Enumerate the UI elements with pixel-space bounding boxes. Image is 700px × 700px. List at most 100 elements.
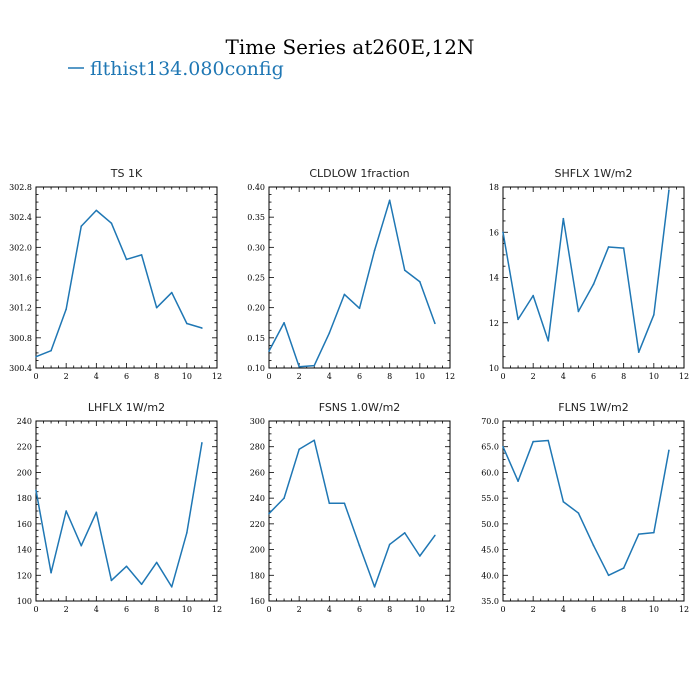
data-point bbox=[65, 308, 67, 310]
x-tick-label: 6 bbox=[357, 372, 362, 381]
data-point bbox=[403, 269, 406, 272]
y-tick-label: 35.0 bbox=[481, 597, 499, 606]
data-point bbox=[592, 544, 595, 547]
data-point bbox=[65, 510, 67, 512]
data-point bbox=[298, 448, 300, 451]
data-point bbox=[50, 349, 52, 352]
panel-frame bbox=[502, 186, 685, 369]
x-tick-label: 10 bbox=[649, 605, 659, 614]
data-point bbox=[547, 340, 550, 342]
data-point bbox=[283, 497, 285, 499]
data-point bbox=[517, 318, 519, 321]
y-tick-label: 280 bbox=[250, 443, 265, 452]
y-tick-label: 10 bbox=[489, 364, 499, 373]
panel-title: CLDLOW 1fraction bbox=[309, 167, 409, 180]
data-point bbox=[343, 293, 346, 296]
x-tick-label: 10 bbox=[415, 605, 425, 614]
y-tick-label: 0.15 bbox=[247, 334, 265, 343]
series-line bbox=[502, 439, 670, 577]
data-point bbox=[358, 544, 361, 547]
data-point bbox=[186, 322, 188, 325]
y-tick-label: 0.10 bbox=[247, 364, 265, 373]
data-point bbox=[434, 534, 436, 537]
y-tick-label: 65.0 bbox=[481, 443, 499, 452]
x-tick-label: 0 bbox=[500, 372, 505, 381]
data-point bbox=[170, 291, 173, 294]
x-tick-label: 2 bbox=[64, 372, 69, 381]
y-tick-label: 45.0 bbox=[481, 546, 499, 555]
data-point bbox=[125, 565, 128, 568]
x-tick-label: 2 bbox=[297, 372, 302, 381]
data-point bbox=[502, 231, 504, 234]
panel-6: FLNS 1W/m2 0 2 4 6 8 10 12 35.0 40.0 45.0 50.0 55.0 6… bbox=[481, 401, 689, 614]
y-tick-label: 100 bbox=[17, 597, 32, 606]
x-tick-label: 12 bbox=[445, 372, 455, 381]
panel-title: FSNS 1.0W/m2 bbox=[319, 401, 401, 414]
figure-title: Time Series at260E,12N bbox=[226, 35, 475, 59]
data-point bbox=[155, 306, 158, 309]
data-point bbox=[313, 439, 316, 442]
x-tick-label: 4 bbox=[561, 605, 566, 614]
y-tick-label: 70.0 bbox=[481, 417, 499, 426]
data-point bbox=[110, 579, 113, 582]
series-line bbox=[502, 190, 670, 353]
y-tick-label: 180 bbox=[250, 571, 265, 580]
data-point bbox=[388, 543, 391, 546]
data-point bbox=[532, 294, 534, 297]
x-tick-label: 0 bbox=[266, 605, 271, 614]
data-point bbox=[653, 531, 655, 534]
x-tick-label: 8 bbox=[387, 605, 392, 614]
y-tick-label: 0.40 bbox=[247, 183, 265, 192]
data-point bbox=[419, 555, 421, 557]
data-point bbox=[343, 502, 346, 505]
panel-2: CLDLOW 1fraction 0 2 4 6 8 10 12 0.10 0.15 0.20 0.2… bbox=[247, 167, 455, 381]
x-tick-label: 6 bbox=[591, 372, 596, 381]
x-tick-label: 12 bbox=[445, 605, 455, 614]
series-line bbox=[268, 199, 436, 368]
y-tick-label: 140 bbox=[17, 546, 32, 555]
data-point bbox=[388, 199, 391, 202]
data-point bbox=[547, 439, 550, 442]
x-tick-label: 0 bbox=[33, 372, 38, 381]
x-tick-label: 6 bbox=[124, 372, 129, 381]
data-point bbox=[95, 209, 98, 212]
y-tick-label: 302.4 bbox=[9, 213, 32, 222]
x-tick-label: 4 bbox=[327, 372, 332, 381]
data-point bbox=[532, 440, 534, 443]
data-point bbox=[434, 322, 436, 325]
x-tick-label: 4 bbox=[94, 605, 99, 614]
data-point bbox=[155, 561, 158, 564]
y-tick-label: 40.0 bbox=[481, 571, 499, 580]
y-tick-label: 302.0 bbox=[9, 243, 32, 252]
y-tick-label: 180 bbox=[17, 494, 32, 503]
series-line bbox=[268, 439, 436, 588]
data-point bbox=[298, 365, 300, 368]
data-point bbox=[502, 445, 504, 448]
data-point bbox=[35, 355, 37, 358]
x-tick-label: 2 bbox=[531, 605, 536, 614]
y-tick-label: 0.20 bbox=[247, 304, 265, 313]
x-tick-label: 4 bbox=[561, 372, 566, 381]
x-tick-label: 8 bbox=[154, 605, 159, 614]
x-tick-label: 2 bbox=[297, 605, 302, 614]
data-point bbox=[186, 532, 188, 534]
y-tick-label: 0.25 bbox=[247, 274, 265, 283]
y-tick-label: 300.8 bbox=[9, 334, 32, 343]
data-point bbox=[95, 511, 98, 514]
data-point bbox=[373, 586, 376, 588]
data-point bbox=[373, 249, 376, 252]
data-point bbox=[419, 280, 421, 283]
data-point bbox=[668, 189, 670, 192]
data-point bbox=[80, 544, 83, 547]
y-tick-label: 50.0 bbox=[481, 520, 499, 529]
y-tick-label: 55.0 bbox=[481, 494, 499, 503]
panel-1: TS 1K 0 2 4 6 8 10 12 300.4 300.8 301.2 301.6 302.0 3… bbox=[9, 167, 222, 381]
x-tick-label: 6 bbox=[357, 605, 362, 614]
y-tick-label: 14 bbox=[489, 274, 499, 283]
y-tick-label: 300 bbox=[250, 417, 265, 426]
y-tick-label: 220 bbox=[250, 520, 265, 529]
panel-3: SHFLX 1W/m2 0 2 4 6 8 10 12 10 12 14 16 18 bbox=[489, 167, 689, 381]
x-tick-label: 0 bbox=[266, 372, 271, 381]
x-tick-label: 12 bbox=[679, 605, 689, 614]
